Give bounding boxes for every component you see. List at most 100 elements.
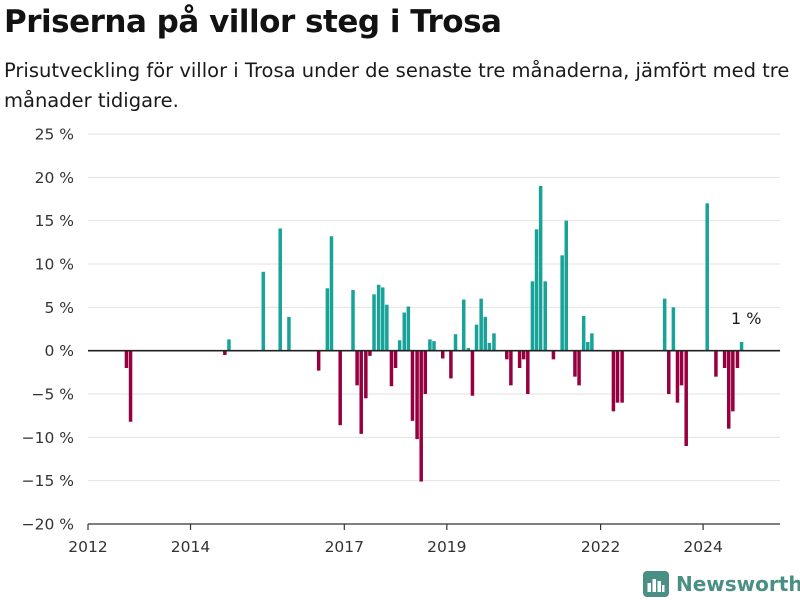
bar: [474, 324, 479, 351]
bar: [397, 340, 402, 351]
x-tick-label: 2022: [581, 538, 620, 556]
bar: [376, 284, 381, 351]
bar: [372, 294, 376, 351]
bar: [368, 350, 372, 356]
bar: [714, 350, 718, 377]
bar: [380, 287, 385, 351]
bar: [509, 350, 513, 386]
bar: [667, 350, 671, 394]
bar: [615, 350, 620, 403]
y-axis-labels: 25 % 20 % 15 % 10 % 5 % 0 % −5 % −10 % −15 % −20 …: [22, 126, 74, 534]
bar: [586, 342, 590, 351]
bar: [726, 350, 731, 429]
bar: [423, 350, 428, 394]
y-tick-label: 20 %: [35, 169, 74, 187]
y-tick-label: −15 %: [22, 472, 74, 490]
x-tick-label: 2019: [427, 538, 466, 556]
bar: [483, 316, 488, 351]
bar: [402, 312, 407, 351]
bar: [530, 281, 535, 351]
bar: [679, 350, 684, 386]
bar: [492, 333, 496, 351]
bar: [227, 339, 231, 351]
bar: [739, 342, 744, 351]
bar: [124, 350, 129, 368]
brand-name: Newsworthy: [676, 572, 800, 596]
chart-title: Priserna på villor steg i Trosa: [4, 4, 502, 40]
bar: [223, 350, 227, 355]
bar: [128, 350, 133, 422]
bar: [662, 298, 667, 351]
newsworthy-logo: Newsworthy: [643, 568, 800, 600]
bar: [415, 350, 419, 440]
y-tick-label: 25 %: [35, 126, 74, 144]
bar: [538, 186, 543, 351]
bar: [440, 350, 445, 359]
x-tick-label: 2014: [171, 538, 210, 556]
bar: [551, 350, 556, 360]
bar: [406, 306, 411, 351]
bar-chart-logo-icon: [643, 571, 669, 597]
bar: [355, 350, 359, 386]
bar: [705, 203, 709, 351]
bar: [581, 316, 586, 351]
bar: [526, 350, 530, 394]
bar: [359, 350, 363, 434]
bar: [278, 228, 282, 351]
bar: [393, 350, 398, 368]
bar: [351, 290, 355, 351]
bar: [364, 350, 368, 399]
bar: [671, 307, 676, 351]
bar: [428, 339, 432, 351]
y-tick-label: 5 %: [44, 299, 74, 317]
bar: [684, 350, 688, 446]
bar: [620, 350, 624, 403]
x-tick-label: 2024: [683, 538, 722, 556]
y-tick-label: 0 %: [44, 342, 74, 360]
bar: [521, 350, 526, 360]
bar: [419, 350, 423, 482]
bar: [573, 350, 577, 377]
bar: [479, 298, 483, 351]
bar: [611, 350, 616, 412]
bar: [432, 341, 436, 351]
annotations: 1 %: [731, 309, 761, 328]
bar: [534, 229, 539, 351]
bar: [731, 350, 735, 412]
bar: [338, 350, 342, 426]
bar: [453, 334, 458, 351]
bar: [325, 288, 330, 351]
bar: [389, 350, 394, 387]
y-tick-label: −10 %: [22, 429, 74, 447]
x-axis-labels: 2012 2014 2017 2019 2022 2024: [68, 538, 723, 556]
bar: [517, 350, 522, 368]
y-tick-label: 10 %: [35, 256, 74, 274]
bar: [449, 350, 453, 379]
gridlines: [88, 133, 780, 482]
bar: [385, 304, 389, 351]
bar: [470, 350, 475, 396]
chart-subtitle: Prisutveckling för villor i Trosa under …: [4, 59, 790, 112]
bar: [543, 281, 547, 351]
bar: [316, 350, 321, 371]
bar: [564, 220, 568, 351]
y-tick-label: −20 %: [22, 516, 74, 534]
bar: [261, 271, 266, 351]
bar: [487, 342, 492, 351]
annotation-label: 1 %: [731, 309, 761, 328]
bar: [735, 350, 740, 368]
bar: [505, 350, 509, 360]
bars: [124, 186, 744, 482]
bar: [675, 350, 680, 403]
bar: [590, 333, 594, 351]
y-tick-label: 15 %: [35, 212, 74, 230]
x-tick-label: 2012: [68, 538, 107, 556]
bar: [461, 299, 466, 351]
bar: [466, 348, 471, 351]
bar: [410, 350, 415, 421]
bar: [329, 236, 334, 351]
y-tick-label: −5 %: [31, 386, 74, 404]
bar: [577, 350, 581, 386]
axes: [87, 349, 780, 530]
